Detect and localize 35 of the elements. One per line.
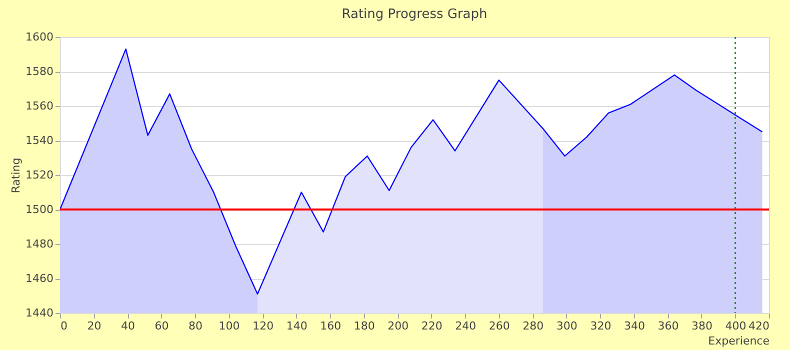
x-tick-label: 20 xyxy=(87,320,102,332)
y-tick-label: 1600 xyxy=(26,30,54,44)
x-tick-label: 140 xyxy=(286,320,308,332)
line-series xyxy=(60,48,763,295)
y-axis-title: Rating xyxy=(10,158,23,194)
y-tick-label: 1500 xyxy=(26,203,54,216)
x-tick-label: 300 xyxy=(556,320,578,332)
x-tick-label: 340 xyxy=(624,320,645,332)
x-tick-label: 0 xyxy=(60,320,68,332)
x-tick-label: 220 xyxy=(421,320,442,332)
x-tick-label: 320 xyxy=(590,320,612,332)
x-tick-label: 100 xyxy=(218,320,240,332)
x-tick-label: 420 xyxy=(748,320,770,332)
x-tick-label: 280 xyxy=(522,320,544,332)
x-tick-label: 180 xyxy=(354,320,375,332)
y-tick-label: 1480 xyxy=(26,238,54,250)
x-tick-label: 80 xyxy=(188,320,203,332)
x-axis-title: Experience xyxy=(708,334,770,348)
x-tick-label: 120 xyxy=(252,320,274,332)
x-tick-label: 260 xyxy=(488,320,510,332)
x-tick-label: 60 xyxy=(154,320,169,332)
chart-title: Rating Progress Graph xyxy=(342,7,488,22)
y-tick-label: 1440 xyxy=(26,306,54,320)
x-tick-label: 40 xyxy=(121,320,136,332)
x-tick-label: 160 xyxy=(320,320,342,332)
x-tick-label: 360 xyxy=(658,320,679,332)
x-tick-label: 380 xyxy=(691,320,712,332)
y-tick-label: 1460 xyxy=(26,272,54,285)
x-tick-label: 240 xyxy=(455,320,476,332)
y-tick-label: 1580 xyxy=(26,65,54,78)
x-tick-label: 400 xyxy=(725,320,746,332)
y-tick-label: 1520 xyxy=(26,168,54,182)
y-tick-label: 1540 xyxy=(26,134,54,147)
y-tick-label: 1560 xyxy=(26,100,54,112)
x-tick-label: 200 xyxy=(388,320,409,332)
